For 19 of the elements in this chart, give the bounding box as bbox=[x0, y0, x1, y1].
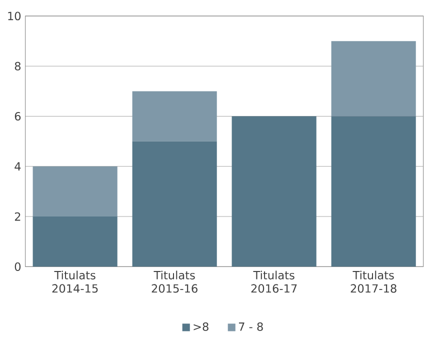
y-tick-label: 10 bbox=[8, 12, 21, 20]
x-tick-label: Titulats 2016-17 bbox=[251, 270, 297, 293]
x-tick-label: Titulats 2017-18 bbox=[350, 270, 396, 293]
x-tick-label: Titulats 2014-15 bbox=[52, 270, 98, 293]
y-tick-label: 8 bbox=[14, 62, 21, 70]
bar bbox=[132, 141, 217, 267]
bar bbox=[132, 91, 217, 142]
y-tick-label: 4 bbox=[14, 162, 21, 171]
bar bbox=[331, 116, 416, 267]
legend-label: 7 - 8 bbox=[238, 322, 263, 331]
y-tick-label: 2 bbox=[14, 212, 20, 221]
y-tick-label: 6 bbox=[14, 112, 21, 121]
bar bbox=[32, 166, 118, 217]
legend-label: >8 bbox=[194, 322, 208, 331]
y-tick-label: 0 bbox=[14, 262, 21, 271]
bar bbox=[331, 41, 416, 116]
bar bbox=[232, 116, 316, 267]
bar bbox=[32, 216, 118, 267]
x-tick-label: Titulats 2015-16 bbox=[152, 270, 198, 293]
